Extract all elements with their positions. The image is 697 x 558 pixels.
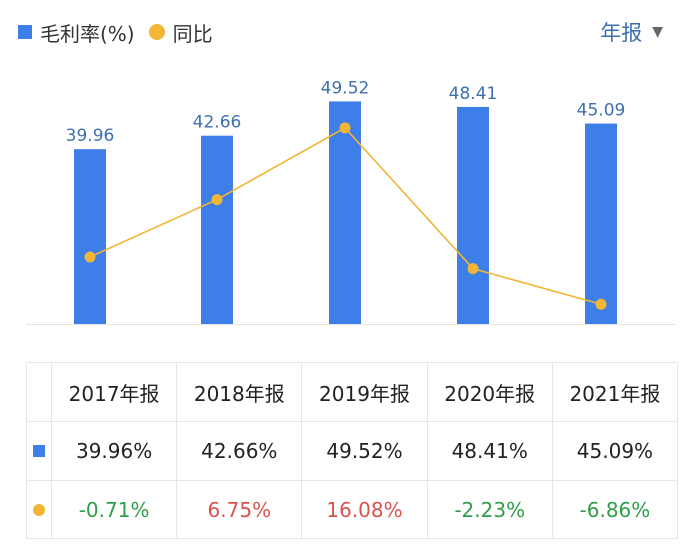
yoy-point xyxy=(84,251,96,263)
bar xyxy=(585,123,617,324)
table-cell: 45.09% xyxy=(551,422,677,480)
table-header-cell: 2017年报 xyxy=(51,363,176,421)
bar-value-label: 49.52 xyxy=(321,78,370,98)
table-cell: 49.52% xyxy=(301,422,426,480)
bar-value-label: 48.41 xyxy=(449,84,498,104)
bar-marker-square-icon xyxy=(33,445,45,457)
caret-down-icon: ▼ xyxy=(652,24,663,40)
table-cell: -2.23% xyxy=(426,481,552,538)
period-label: 年报 xyxy=(600,21,643,45)
line-legend-label: 同比 xyxy=(172,21,213,46)
table-cell: -0.71% xyxy=(51,481,176,538)
bar-row-marker xyxy=(27,422,51,480)
table-header-cell: 2018年报 xyxy=(176,363,301,421)
yoy-point xyxy=(339,122,351,134)
header-marker-cell xyxy=(27,363,51,421)
table-cell: 48.41% xyxy=(426,422,552,480)
table-header-cell: 2021年报 xyxy=(551,363,677,421)
gross-margin-chart: 39.96 42.66 49.52 48.41 45.09 xyxy=(26,78,676,325)
table-header-cell: 2019年报 xyxy=(301,363,426,421)
table-row-gross-margin: 39.96% 42.66% 49.52% 48.41% 45.09% xyxy=(27,422,677,481)
bar xyxy=(201,135,233,324)
bar-value-label: 39.96 xyxy=(66,126,115,146)
yoy-point xyxy=(467,263,479,275)
table-cell: 39.96% xyxy=(51,422,176,480)
table-cell: 42.66% xyxy=(176,422,301,480)
table-row-yoy: -0.71% 6.75% 16.08% -2.23% -6.86% xyxy=(27,481,677,538)
yoy-point xyxy=(211,194,223,206)
bar xyxy=(457,106,489,324)
line-legend-swatch xyxy=(148,24,165,40)
bar xyxy=(74,149,106,324)
bar-legend-label: 毛利率(%) xyxy=(40,21,135,46)
table-cell: 6.75% xyxy=(176,481,301,538)
table-header-cell: 2020年报 xyxy=(426,363,552,421)
table-header-row: 2017年报 2018年报 2019年报 2020年报 2021年报 xyxy=(27,363,677,422)
bar-legend-swatch xyxy=(18,25,32,39)
table-cell: 16.08% xyxy=(301,481,426,538)
line-marker-dot-icon xyxy=(33,503,45,516)
line-row-marker xyxy=(27,481,51,538)
data-table: 2017年报 2018年报 2019年报 2020年报 2021年报 39.96… xyxy=(26,362,678,539)
chart-legend: 毛利率(%) 同比 xyxy=(18,18,213,46)
table-cell: -6.86% xyxy=(551,481,677,538)
yoy-point xyxy=(595,298,607,310)
bar-value-label: 42.66 xyxy=(193,113,242,133)
bar-value-label: 45.09 xyxy=(577,101,626,121)
period-selector[interactable]: 年报 ▼ xyxy=(600,18,663,46)
